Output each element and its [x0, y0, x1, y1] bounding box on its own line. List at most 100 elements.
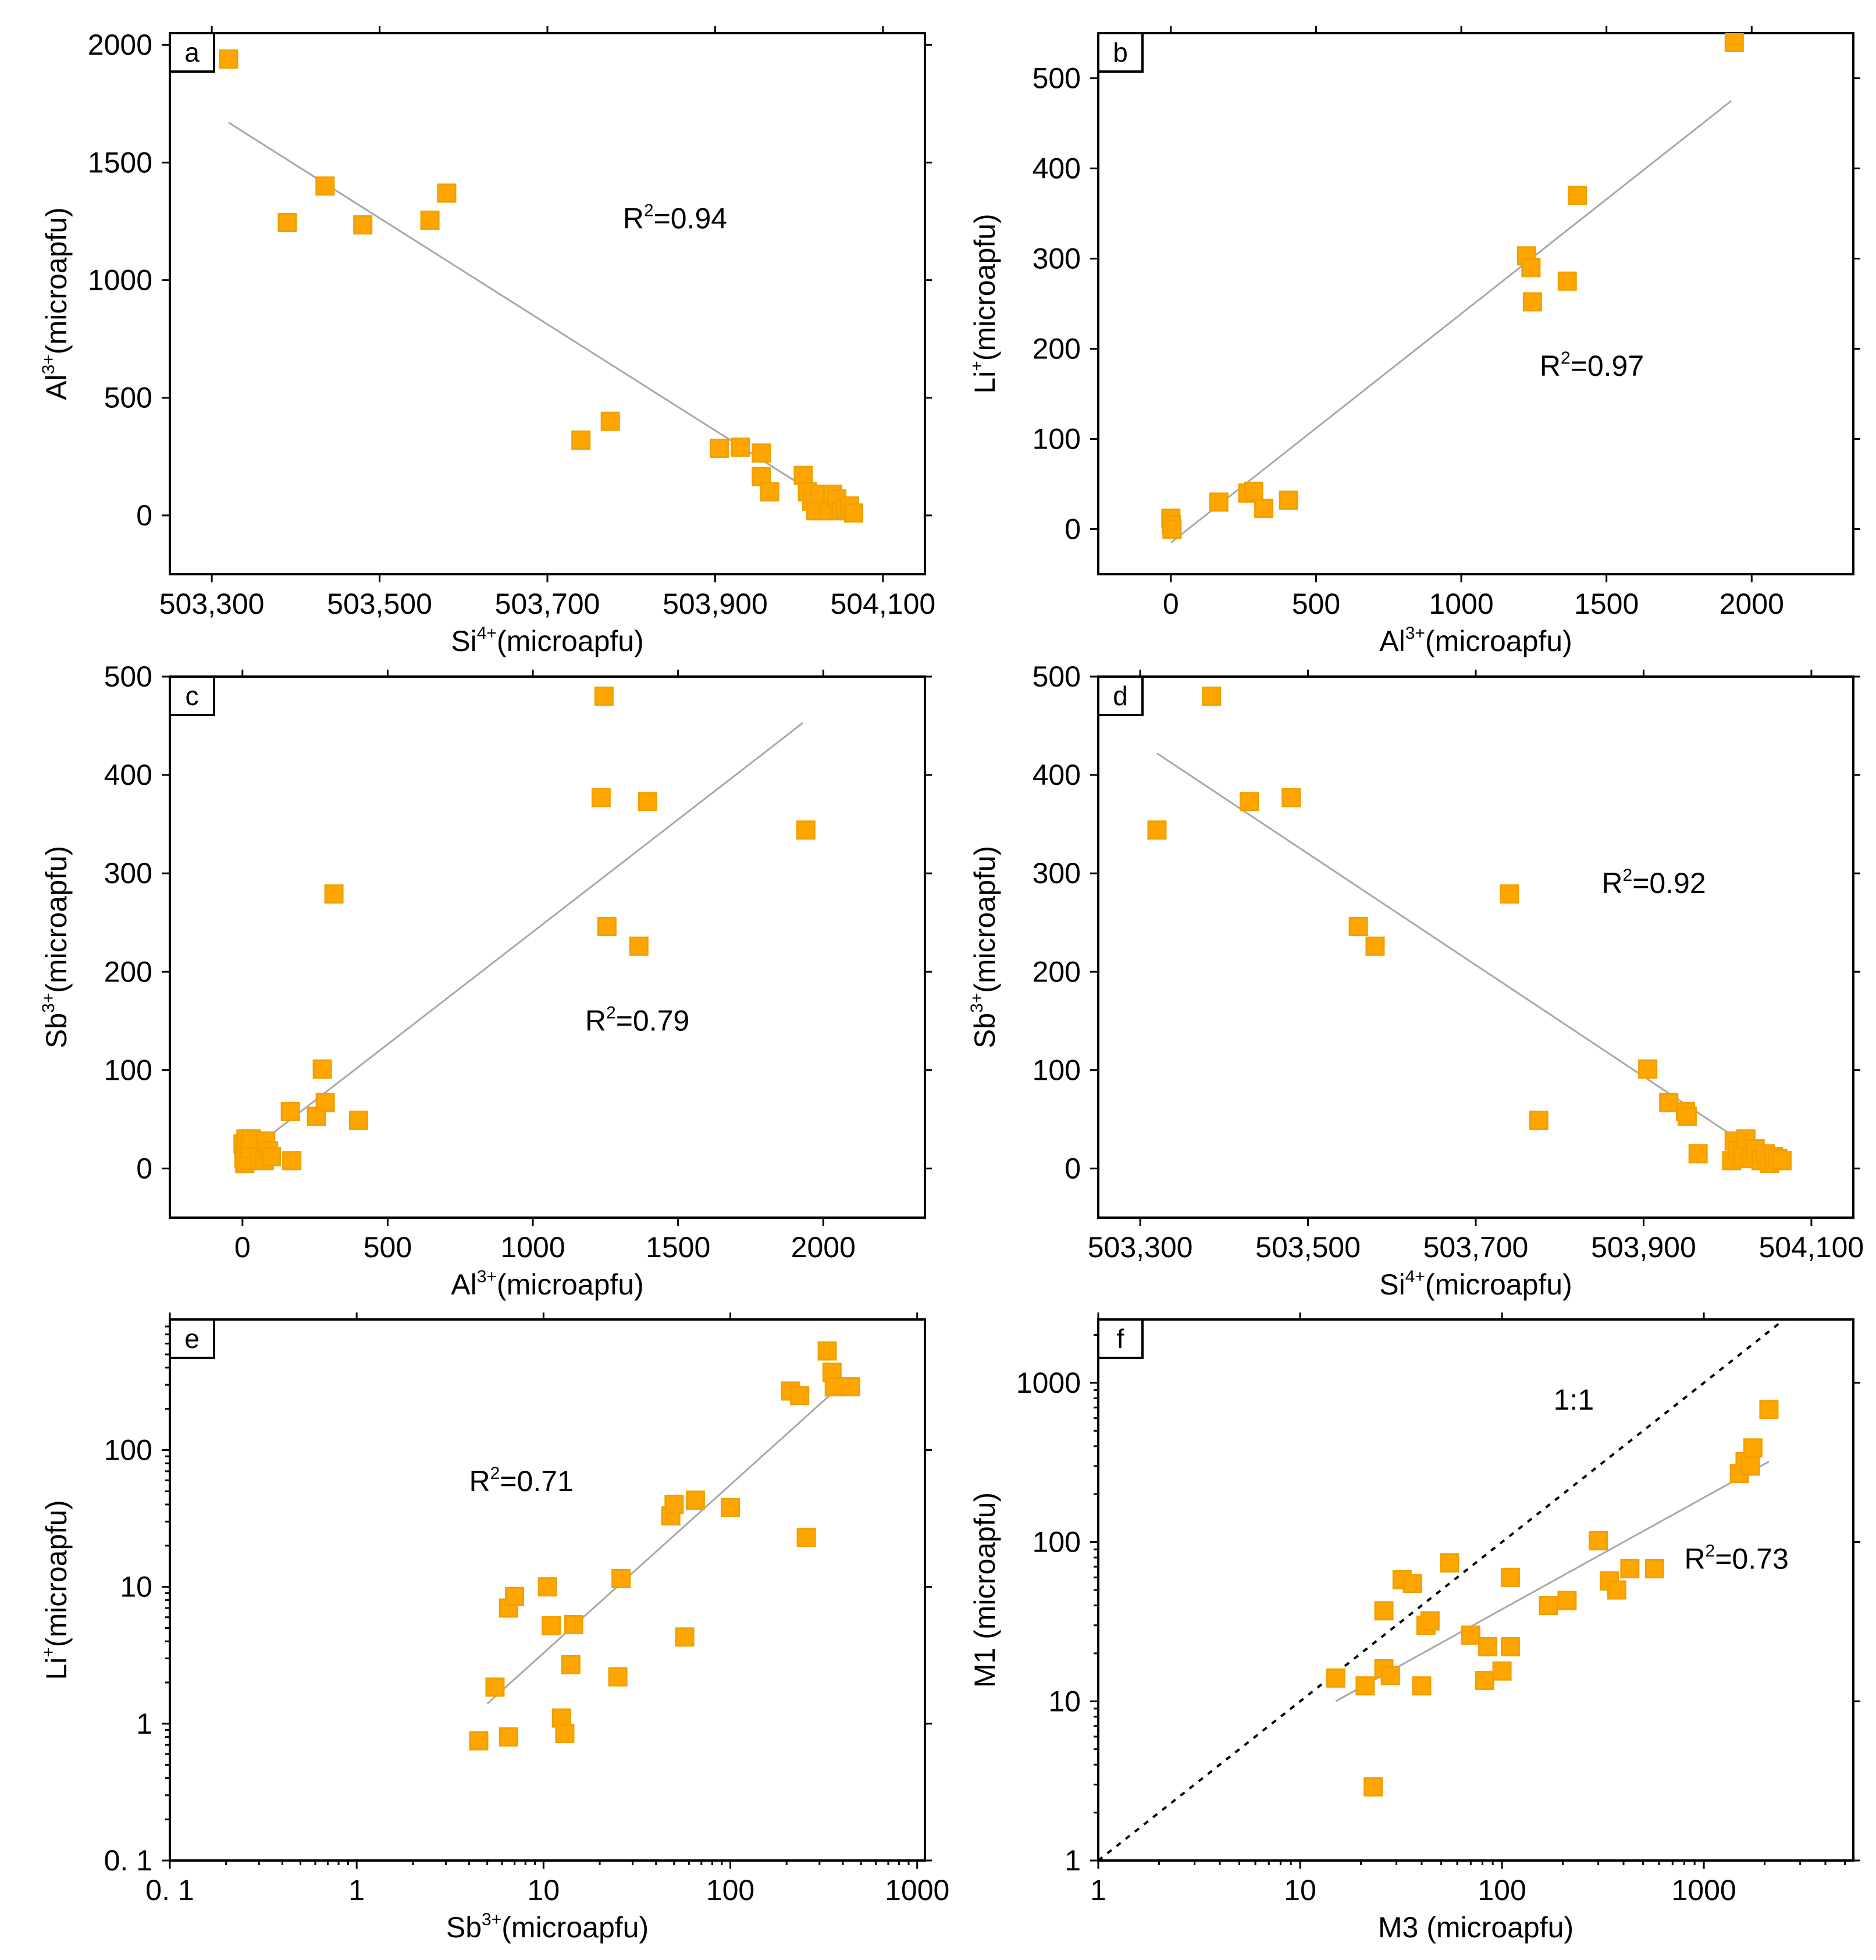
data-point	[731, 437, 750, 457]
data-point	[629, 936, 649, 956]
r-squared-label-base: R	[585, 1005, 606, 1037]
y-axis-label-sup: 3+	[967, 993, 987, 1013]
y-tick-label: 0	[1065, 1152, 1081, 1184]
r-squared-label: R2=0.97	[1540, 348, 1644, 382]
x-tick-label: 503,500	[1255, 1231, 1361, 1264]
x-tick-label: 1000	[1429, 588, 1493, 620]
x-axis-label: Sb3+(microapfu)	[446, 1910, 649, 1944]
y-tick-label: 1000	[88, 264, 152, 297]
data-point	[1440, 1553, 1459, 1573]
y-tick-label: 300	[1033, 857, 1081, 890]
r-squared-label-base: R	[469, 1465, 490, 1497]
x-axis-label-rest: (microapfu)	[1425, 625, 1572, 657]
x-tick-label: 2000	[1720, 588, 1784, 620]
y-axis-label-sup: 3+	[39, 993, 58, 1013]
x-axis-label-rest: (microapfu)	[497, 625, 644, 657]
data-point	[312, 1059, 332, 1079]
data-point	[1348, 916, 1368, 936]
y-tick-label: 1000	[1016, 1367, 1081, 1399]
data-point	[1659, 1093, 1679, 1112]
data-point	[469, 1731, 489, 1751]
x-tick-label: 1	[1090, 1874, 1106, 1906]
data-point	[1743, 1438, 1763, 1458]
data-point	[555, 1723, 575, 1743]
x-axis-label-base: M3 (microapfu)	[1378, 1911, 1574, 1944]
y-axis-label-sup: 3+	[39, 354, 58, 374]
identity-label: 1:1	[1554, 1383, 1594, 1416]
x-tick-label: 504,100	[1759, 1231, 1864, 1264]
x-tick-label: 10	[1284, 1874, 1316, 1906]
r-squared-label-rest: =0.94	[654, 202, 728, 235]
data-point	[1478, 1637, 1498, 1657]
y-tick-label: 1	[136, 1708, 152, 1740]
panel-a: 503,300 503,500 503,700 503,900 504,100 0 500 1…	[39, 26, 935, 657]
data-point	[841, 1377, 860, 1397]
data-point	[1254, 499, 1274, 518]
data-point	[1772, 1151, 1792, 1171]
data-point	[277, 213, 297, 232]
panel-label-box	[169, 675, 215, 716]
plot-area	[233, 686, 816, 1173]
x-tick-label: 10	[528, 1874, 560, 1906]
x-tick-label: 2000	[791, 1231, 856, 1264]
data-point	[1677, 1107, 1697, 1126]
data-point	[1420, 1611, 1440, 1631]
data-point	[282, 1151, 302, 1171]
panel-label-box	[1097, 32, 1144, 73]
data-point	[1557, 271, 1577, 291]
y-tick-label: 400	[104, 759, 152, 791]
x-tick-label: 503,700	[495, 588, 600, 620]
data-point	[537, 1577, 557, 1597]
y-tick-label: 200	[1033, 333, 1081, 365]
r-squared-label-rest: =0.97	[1571, 350, 1644, 382]
data-point	[843, 503, 863, 523]
y-axis-label-base: Al	[40, 374, 73, 400]
x-tick-label: 500	[364, 1231, 412, 1264]
data-point	[1279, 490, 1298, 510]
y-tick-label: 10	[120, 1571, 152, 1603]
data-point	[1364, 1777, 1383, 1797]
plot-area	[1161, 33, 1744, 543]
data-point	[1688, 1144, 1708, 1164]
data-point	[564, 1614, 583, 1634]
data-point	[611, 1568, 631, 1588]
data-point	[824, 1377, 844, 1397]
x-axis-label-sup: 3+	[1405, 624, 1425, 643]
x-axis-label-rest: (microapfu)	[497, 1268, 644, 1301]
data-point	[1402, 1574, 1422, 1593]
y-tick-label: 100	[1033, 423, 1081, 456]
x-axis-label: Si4+(microapfu)	[1379, 1267, 1572, 1301]
data-point	[1522, 292, 1542, 312]
x-axis-label-base: Al	[451, 1268, 476, 1301]
r-squared-label-sup: 2	[1561, 348, 1571, 368]
x-tick-label: 1500	[1574, 588, 1639, 620]
regression-line	[486, 1392, 833, 1705]
x-tick-label: 0. 1	[145, 1874, 194, 1906]
data-point	[499, 1727, 518, 1747]
panel-b: 0 500 1000 1500 20000100200300400500Al3+(mic…	[967, 26, 1860, 657]
y-tick-label: 500	[1033, 62, 1081, 95]
data-point	[760, 482, 779, 501]
y-tick-label: 200	[104, 955, 152, 988]
data-point	[1374, 1601, 1394, 1621]
data-point	[1147, 820, 1167, 840]
y-axis-label-rest: (microapfu)	[969, 214, 1001, 361]
panel-label-box	[1097, 675, 1144, 716]
data-point	[591, 788, 611, 808]
y-tick-label: 10	[1048, 1685, 1081, 1717]
data-point	[280, 1101, 300, 1121]
data-point	[1162, 520, 1182, 539]
x-tick-label: 1	[348, 1874, 365, 1906]
data-point	[1380, 1666, 1400, 1685]
data-point	[752, 443, 771, 463]
data-point	[1521, 258, 1541, 278]
y-axis-label: Sb3+(microapfu)	[967, 846, 1001, 1048]
x-axis-label: Al3+(microapfu)	[451, 1267, 644, 1301]
y-tick-label: 400	[1033, 152, 1081, 185]
x-axis-label-sup: 4+	[477, 624, 497, 643]
x-tick-label: 503,300	[1088, 1231, 1193, 1264]
y-axis-label-rest: (microapfu)	[969, 846, 1001, 993]
r-squared-label: R2=0.92	[1601, 866, 1706, 899]
data-point	[600, 411, 620, 431]
x-tick-label: 503,300	[159, 588, 265, 620]
